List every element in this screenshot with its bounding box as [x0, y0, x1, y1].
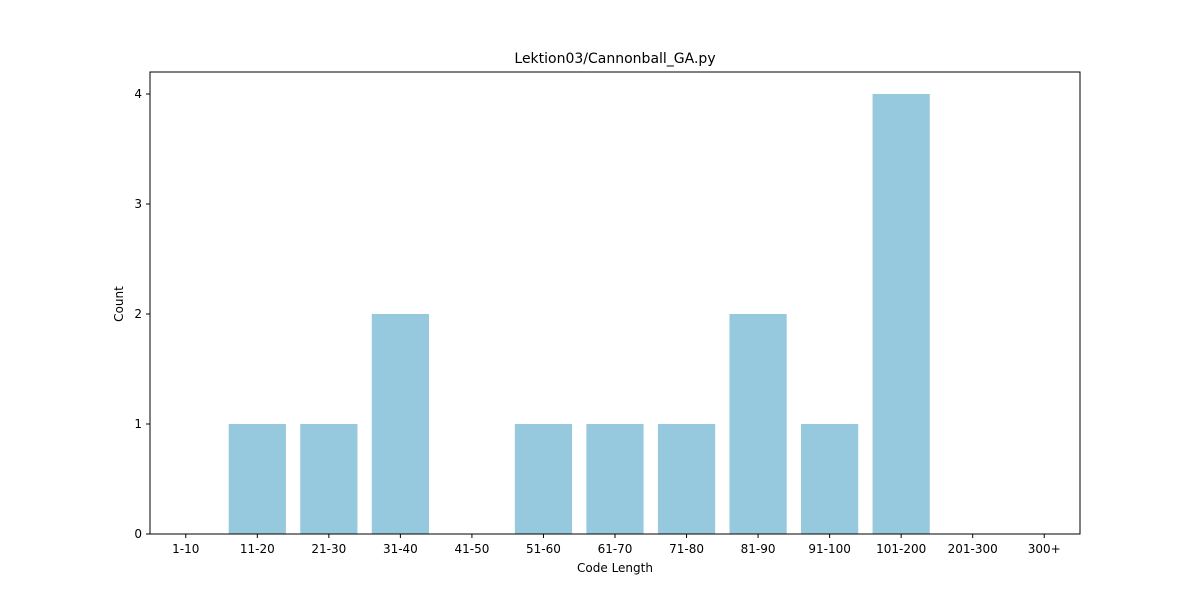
x-tick-label: 71-80 [669, 542, 704, 556]
x-tick-label: 31-40 [383, 542, 418, 556]
x-tick-label: 11-20 [240, 542, 275, 556]
x-axis-ticks: 1-10 11-20 21-30 31-40 41-50 51-60 61-70 71-80 8… [172, 534, 1061, 556]
bar-31-40 [371, 314, 429, 534]
x-tick-label: 201-300 [948, 542, 998, 556]
y-tick-label: 0 [134, 527, 142, 541]
bar-81-90 [729, 314, 787, 534]
x-tick-label: 51-60 [526, 542, 561, 556]
chart-title: Lektion03/Cannonball_GA.py [514, 51, 715, 67]
x-tick-label: 21-30 [311, 542, 346, 556]
x-tick-label: 91-100 [808, 542, 851, 556]
x-tick-label: 1-10 [172, 542, 199, 556]
x-tick-label: 101-200 [876, 542, 926, 556]
y-tick-label: 2 [134, 307, 142, 321]
y-axis-label: Count [112, 286, 126, 322]
y-tick-label: 4 [134, 87, 142, 101]
bar-11-20 [228, 424, 286, 534]
x-tick-label: 81-90 [741, 542, 776, 556]
bar-101-200 [872, 94, 930, 534]
bar-51-60 [514, 424, 573, 534]
bar-71-80 [657, 424, 716, 534]
bars-layer [228, 94, 930, 534]
y-axis-ticks: 0 1 2 3 4 [134, 87, 150, 541]
bar-21-30 [300, 424, 358, 534]
x-tick-label: 41-50 [454, 542, 489, 556]
plot-frame [149, 71, 1081, 535]
x-tick-label: 61-70 [598, 542, 633, 556]
x-tick-label: 300+ [1028, 542, 1061, 556]
y-tick-label: 1 [134, 417, 142, 431]
bar-61-70 [586, 424, 644, 534]
bar-91-100 [801, 424, 859, 534]
y-tick-label: 3 [134, 197, 142, 211]
x-axis-label: Code Length [577, 561, 653, 575]
